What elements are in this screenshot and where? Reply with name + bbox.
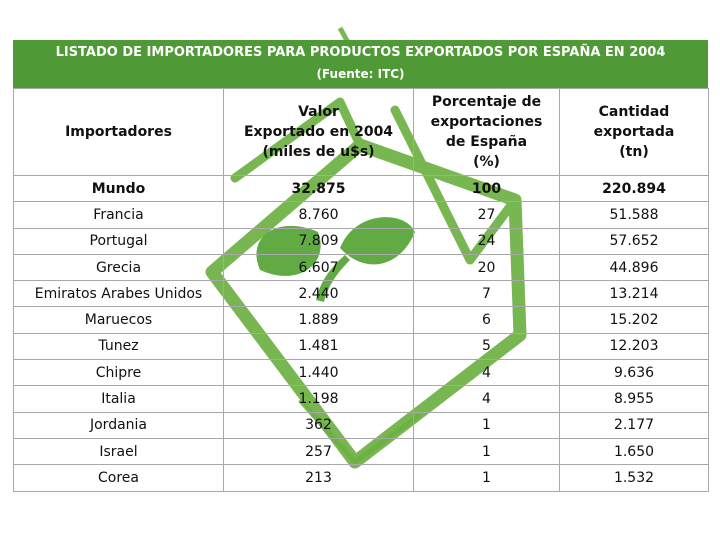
cell-importer: Italia bbox=[13, 385, 224, 413]
cell-value: 213 bbox=[223, 464, 414, 492]
cell-percentage: 1 bbox=[413, 411, 560, 439]
cell-value: 32.875 bbox=[223, 174, 414, 203]
cell-quantity: 220.894 bbox=[559, 174, 709, 203]
table-row: Israel 257 1 1.650 bbox=[13, 437, 709, 466]
cell-value: 1.440 bbox=[223, 359, 414, 387]
cell-quantity: 2.177 bbox=[559, 411, 709, 439]
cell-percentage: 24 bbox=[413, 227, 560, 255]
cell-importer: Mundo bbox=[13, 174, 224, 203]
cell-importer: Francia bbox=[13, 201, 224, 229]
table-row: Mundo 32.875 100 220.894 bbox=[13, 174, 709, 203]
cell-quantity: 57.652 bbox=[559, 227, 709, 255]
table-row: Tunez 1.481 5 12.203 bbox=[13, 332, 709, 361]
cell-quantity: 1.650 bbox=[559, 437, 709, 466]
cell-importer: Tunez bbox=[13, 332, 224, 361]
cell-importer: Portugal bbox=[13, 227, 224, 255]
cell-percentage: 4 bbox=[413, 359, 560, 387]
cell-value: 1.198 bbox=[223, 385, 414, 413]
cell-importer: Corea bbox=[13, 464, 224, 492]
header-importers: Importadores bbox=[13, 88, 224, 176]
cell-value: 1.889 bbox=[223, 306, 414, 334]
cell-quantity: 44.896 bbox=[559, 253, 709, 282]
cell-quantity: 1.532 bbox=[559, 464, 709, 492]
cell-importer: Chipre bbox=[13, 359, 224, 387]
cell-importer: Israel bbox=[13, 437, 224, 466]
source-note: (Fuente: ITC) bbox=[316, 67, 405, 81]
cell-value: 362 bbox=[223, 411, 414, 439]
cell-value: 7.809 bbox=[223, 227, 414, 255]
cell-percentage: 5 bbox=[413, 332, 560, 361]
cell-value: 257 bbox=[223, 437, 414, 466]
cell-importer: Maruecos bbox=[13, 306, 224, 334]
cell-quantity: 12.203 bbox=[559, 332, 709, 361]
header-percentage: Porcentaje de exportaciones de España (%… bbox=[413, 88, 560, 176]
cell-quantity: 15.202 bbox=[559, 306, 709, 334]
cell-value: 6.607 bbox=[223, 253, 414, 282]
cell-quantity: 8.955 bbox=[559, 385, 709, 413]
cell-value: 1.481 bbox=[223, 332, 414, 361]
table-row: Portugal 7.809 24 57.652 bbox=[13, 227, 709, 255]
page-title: LISTADO DE IMPORTADORES PARA PRODUCTOS E… bbox=[55, 45, 666, 60]
cell-quantity: 9.636 bbox=[559, 359, 709, 387]
cell-percentage: 20 bbox=[413, 253, 560, 282]
table-row: Grecia 6.607 20 44.896 bbox=[13, 253, 709, 282]
header-value: Valor Exportado en 2004 (miles de u$s) bbox=[223, 88, 414, 176]
table-row: Emiratos Arabes Unidos 2.440 7 13.214 bbox=[13, 280, 709, 308]
table-row: Jordania 362 1 2.177 bbox=[13, 411, 709, 439]
cell-quantity: 13.214 bbox=[559, 280, 709, 308]
cell-importer: Emiratos Arabes Unidos bbox=[13, 280, 224, 308]
table-row: Corea 213 1 1.532 bbox=[13, 464, 709, 492]
table-row: Francia 8.760 27 51.588 bbox=[13, 201, 709, 229]
header-quantity: Cantidad exportada (tn) bbox=[559, 88, 709, 176]
importers-table: Importadores Valor Exportado en 2004 (mi… bbox=[13, 88, 709, 492]
cell-percentage: 27 bbox=[413, 201, 560, 229]
cell-percentage: 100 bbox=[413, 174, 560, 203]
cell-value: 2.440 bbox=[223, 280, 414, 308]
cell-importer: Jordania bbox=[13, 411, 224, 439]
title-banner: LISTADO DE IMPORTADORES PARA PRODUCTOS E… bbox=[13, 40, 708, 88]
header-row: Importadores Valor Exportado en 2004 (mi… bbox=[13, 88, 709, 176]
table-row: Chipre 1.440 4 9.636 bbox=[13, 359, 709, 387]
cell-quantity: 51.588 bbox=[559, 201, 709, 229]
cell-value: 8.760 bbox=[223, 201, 414, 229]
table-row: Italia 1.198 4 8.955 bbox=[13, 385, 709, 413]
cell-percentage: 6 bbox=[413, 306, 560, 334]
cell-importer: Grecia bbox=[13, 253, 224, 282]
cell-percentage: 4 bbox=[413, 385, 560, 413]
cell-percentage: 1 bbox=[413, 464, 560, 492]
cell-percentage: 1 bbox=[413, 437, 560, 466]
table-row: Maruecos 1.889 6 15.202 bbox=[13, 306, 709, 334]
cell-percentage: 7 bbox=[413, 280, 560, 308]
